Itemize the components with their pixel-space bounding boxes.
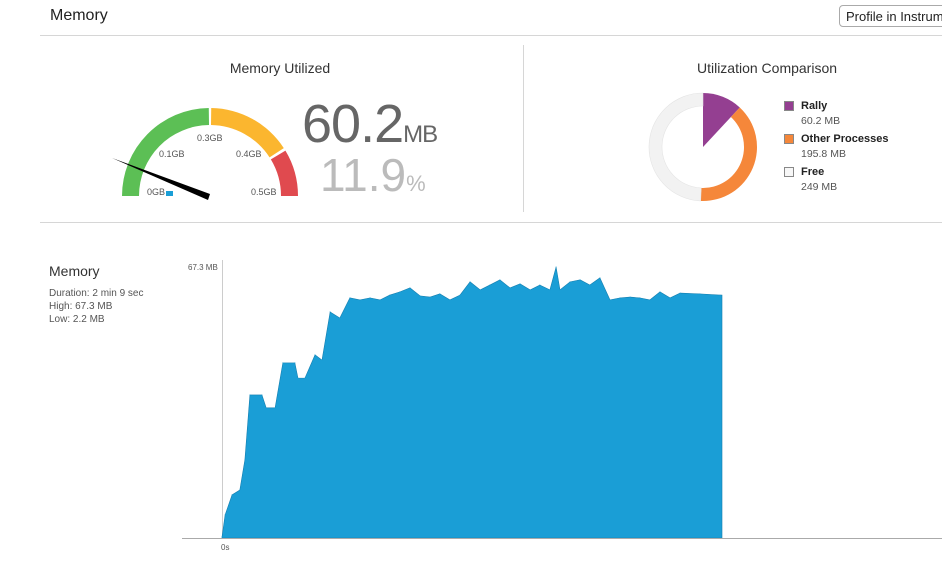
chart-point	[509, 287, 511, 289]
chart-point	[249, 394, 251, 396]
chart-point	[314, 354, 316, 356]
chart-point	[389, 294, 391, 296]
chart-point	[304, 377, 306, 379]
chart-point	[699, 293, 701, 295]
chart-point	[489, 284, 491, 286]
legend-value: 60.2 MB	[801, 115, 841, 127]
comparison-legend: Rally 60.2 MB Other Processes 195.8 MB F…	[784, 100, 934, 199]
x-tick-label: 0s	[221, 543, 230, 552]
chart-point	[419, 295, 421, 297]
chart-point	[429, 296, 431, 298]
chart-point	[569, 281, 571, 283]
chart-point	[399, 291, 401, 293]
chart-point	[639, 297, 641, 299]
chart-point	[265, 407, 267, 409]
chart-point	[649, 299, 651, 301]
divider	[40, 35, 942, 36]
chart-point	[719, 294, 721, 296]
comparison-title: Utilization Comparison	[696, 60, 838, 76]
chart-point	[239, 489, 241, 491]
chart-point	[379, 299, 381, 301]
chart-point	[369, 297, 371, 299]
chart-point	[679, 292, 681, 294]
chart-point	[539, 284, 541, 286]
memory-value: 60.2MB	[302, 94, 438, 154]
low-text: Low: 2.2 MB	[49, 314, 105, 325]
y-max-label: 67.3 MB	[188, 263, 218, 272]
chart-point	[599, 277, 601, 279]
gauge-label: 0.4GB	[236, 149, 262, 159]
high-text: High: 67.3 MB	[49, 301, 113, 312]
chart-point	[409, 287, 411, 289]
chart-point	[231, 494, 233, 496]
chart-point	[579, 279, 581, 281]
page-title: Memory	[50, 7, 108, 24]
gauge-label: 0.5GB	[251, 187, 277, 197]
chart-point	[282, 362, 284, 364]
chart-point	[619, 297, 621, 299]
gauge-green-arc	[121, 108, 210, 196]
legend-swatch	[784, 101, 794, 111]
chart-point	[519, 283, 521, 285]
chart-point	[609, 299, 611, 301]
chart-point	[479, 289, 481, 291]
gauge-label: 0.1GB	[159, 149, 185, 159]
legend-item-rally: Rally 60.2 MB	[784, 100, 934, 133]
utilization-donut	[648, 92, 757, 202]
memory-area	[221, 266, 723, 539]
legend-item-other-processes: Other Processes 195.8 MB	[784, 133, 934, 166]
chart-point	[349, 297, 351, 299]
chart-point	[244, 459, 246, 461]
legend-swatch	[784, 167, 794, 177]
gauge-label: 0GB	[147, 187, 166, 197]
divider	[40, 222, 942, 223]
chart-point	[659, 291, 661, 293]
chart-point	[321, 359, 323, 361]
donut-slice-rally	[703, 93, 740, 147]
gauge-current-marker	[166, 191, 173, 196]
legend-value: 195.8 MB	[801, 148, 846, 160]
chart-point	[529, 289, 531, 291]
donut-slice-free	[648, 92, 704, 202]
gauge-needle	[112, 158, 210, 200]
chart-point	[469, 281, 471, 283]
chart-point	[559, 289, 561, 291]
gauge-title: Memory Utilized	[229, 60, 331, 76]
donut-slice-other-processes	[700, 107, 757, 201]
memory-percent: 11.9%	[320, 149, 426, 201]
memory-graph-title: Memory	[49, 263, 100, 279]
chart-point	[297, 377, 299, 379]
legend-name: Other Processes	[801, 133, 889, 145]
divider	[523, 45, 524, 212]
chart-point	[589, 284, 591, 286]
chart-point	[339, 317, 341, 319]
chart-point	[499, 279, 501, 281]
chart-point	[439, 293, 441, 295]
chart-point	[669, 297, 671, 299]
chart-point	[329, 311, 331, 313]
legend-value: 249 MB	[801, 181, 838, 193]
chart-point	[459, 294, 461, 296]
legend-swatch	[784, 134, 794, 144]
gauge-yellow-arc	[210, 108, 284, 158]
chart-point	[555, 266, 557, 268]
chart-point	[294, 362, 296, 364]
gauge-label: 0.3GB	[197, 133, 223, 143]
chart-point	[629, 296, 631, 298]
chart-point	[274, 407, 276, 409]
chart-point	[549, 289, 551, 291]
legend-name: Rally	[801, 100, 828, 112]
legend-item-free: Free 249 MB	[784, 166, 934, 199]
chart-point	[359, 299, 361, 301]
chart-point	[449, 299, 451, 301]
chart-point	[261, 394, 263, 396]
chart-point	[221, 536, 223, 538]
memory-gauge	[112, 108, 298, 200]
chart-point	[224, 514, 226, 516]
profile-in-instruments-button[interactable]: Profile in Instruments	[839, 5, 942, 27]
duration-text: Duration: 2 min 9 sec	[49, 288, 144, 299]
legend-name: Free	[801, 166, 825, 178]
gauge-red-arc	[270, 150, 298, 196]
